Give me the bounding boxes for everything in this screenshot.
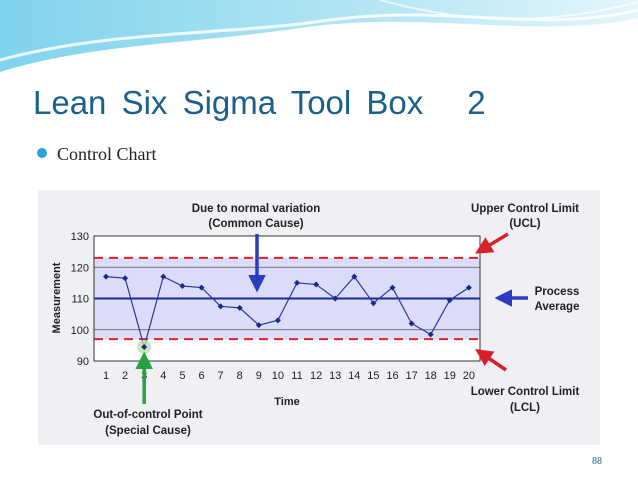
x-tick-label: 15 (367, 370, 379, 382)
x-tick-label: 19 (444, 370, 456, 382)
data-point (217, 303, 224, 310)
data-point (122, 275, 129, 282)
annotation-ucl-1: Upper Control Limit (471, 203, 579, 215)
x-tick-label: 20 (463, 370, 475, 382)
data-point (313, 281, 320, 288)
y-tick-label: 120 (71, 262, 89, 274)
page-number: 88 (592, 456, 602, 467)
lcl-arrow-icon (475, 349, 507, 372)
data-point (141, 343, 148, 350)
y-tick-label: 130 (71, 231, 89, 243)
annotation-common-cause-1: Due to normal variation (192, 203, 320, 215)
annotation-special-cause-2: (Special Cause) (105, 425, 191, 437)
bullet-dot-icon (37, 148, 47, 158)
slide-title: Lean Six Sigma Tool Box 2 (33, 84, 486, 122)
x-tick-label: 12 (310, 370, 322, 382)
x-tick-label: 14 (348, 370, 360, 382)
annotation-special-cause-1: Out-of-control Point (93, 409, 202, 421)
header-wave-decoration (0, 0, 638, 72)
x-tick-label: 9 (256, 370, 262, 382)
data-point (408, 320, 415, 327)
annotation-process-2: Average (535, 301, 580, 313)
series-line (105, 275, 470, 350)
bullet-text: Control Chart (57, 144, 157, 164)
x-tick-label: 4 (160, 370, 166, 382)
x-tick-label: 18 (425, 370, 437, 382)
annotation-lcl-1: Lower Control Limit (471, 386, 580, 398)
x-axis-label: Time (274, 396, 299, 408)
annotation-process-1: Process (535, 286, 580, 298)
slide-title-text: Lean Six Sigma Tool Box (33, 84, 424, 121)
data-point (465, 284, 472, 291)
bullet-item: Control Chart (37, 144, 157, 165)
data-point (351, 273, 358, 280)
data-point (332, 295, 339, 302)
data-point (427, 331, 434, 338)
ucl-arrow-icon (474, 232, 509, 254)
x-tick-label: 7 (218, 370, 224, 382)
data-point (370, 300, 377, 307)
data-point (389, 284, 396, 291)
x-tick-label: 17 (405, 370, 417, 382)
data-point (446, 297, 453, 304)
x-tick-label: 2 (122, 370, 128, 382)
data-point (179, 283, 186, 289)
x-tick-label: 11 (291, 370, 302, 382)
x-tick-label: 6 (198, 370, 204, 382)
annotation-lcl-2: (LCL) (510, 402, 540, 414)
data-point (274, 317, 281, 324)
x-tick-label: 1 (103, 370, 109, 382)
plot-frame (93, 235, 481, 362)
x-tick-label: 8 (237, 370, 243, 382)
y-axis-label: Measurement (51, 262, 63, 333)
data-point (103, 273, 109, 280)
x-tick-label: 13 (329, 370, 341, 382)
x-tick-label: 10 (272, 370, 284, 382)
data-point (198, 284, 205, 291)
annotation-common-cause-2: (Common Cause) (208, 218, 303, 230)
x-tick-label: 5 (179, 370, 185, 382)
data-point (160, 273, 167, 280)
slide-title-number: 2 (467, 84, 486, 121)
data-point (236, 304, 243, 311)
y-tick-label: 90 (77, 356, 89, 368)
data-point (294, 279, 300, 286)
y-tick-label: 110 (71, 294, 89, 306)
annotation-ucl-2: (UCL) (509, 218, 540, 230)
y-tick-label: 100 (71, 325, 89, 337)
x-tick-label: 16 (386, 370, 398, 382)
